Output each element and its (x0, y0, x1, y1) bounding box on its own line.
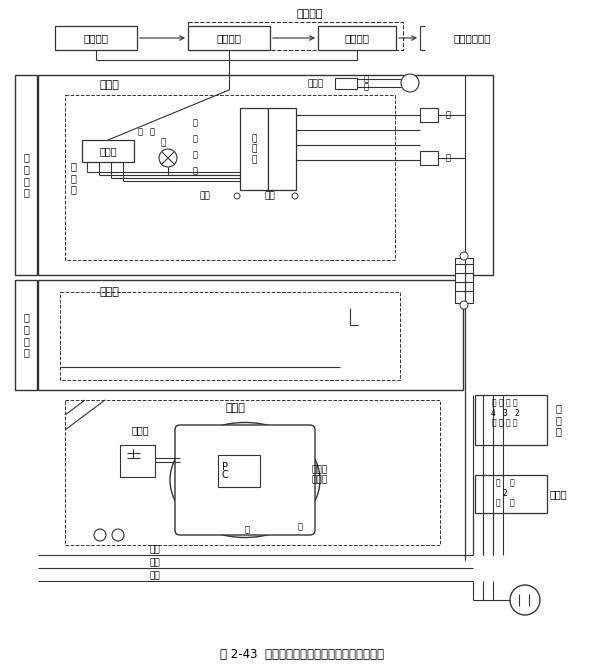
Text: 茶 灰 灰 黑: 茶 灰 灰 黑 (492, 399, 518, 407)
Text: 橙: 橙 (149, 127, 154, 137)
Text: 压缩机开、停: 压缩机开、停 (453, 33, 491, 43)
Bar (65, 95, 395, 260)
Text: 茶: 茶 (192, 151, 197, 159)
Text: 电容器: 电容器 (131, 425, 149, 435)
Text: 过电流
保护器: 过电流 保护器 (312, 465, 328, 484)
Text: 四
孔
插: 四 孔 插 (555, 403, 561, 437)
Bar (268, 108, 296, 190)
Bar (120, 445, 155, 477)
Text: 茶    蓝: 茶 蓝 (495, 478, 514, 488)
Bar (335, 78, 357, 89)
Bar (420, 108, 438, 122)
Bar (475, 395, 547, 445)
Text: 黑: 黑 (192, 135, 197, 143)
Circle shape (460, 252, 468, 260)
Text: 茶    蓝: 茶 蓝 (495, 498, 514, 507)
Text: 温控器: 温控器 (99, 146, 117, 156)
Text: C: C (222, 470, 229, 480)
Circle shape (510, 585, 540, 615)
Bar (420, 151, 438, 165)
Text: 灰: 灰 (298, 523, 302, 531)
Text: 4   3   2: 4 3 2 (491, 409, 519, 417)
Circle shape (234, 193, 240, 199)
Text: P: P (222, 462, 228, 472)
Bar (475, 475, 547, 513)
Bar (65, 400, 440, 545)
Bar (15, 280, 37, 390)
Text: 图 2-43  温度控制器控温过程在电冰箱中心应用: 图 2-43 温度控制器控温过程在电冰箱中心应用 (220, 649, 384, 661)
Text: 电
器
盒: 电 器 盒 (70, 161, 76, 194)
Bar (38, 280, 463, 390)
Text: 红: 红 (192, 119, 197, 127)
Bar (240, 108, 268, 190)
Text: 四
孔
插: 四 孔 插 (251, 134, 257, 164)
Bar (218, 455, 260, 487)
Text: 压缩机: 压缩机 (225, 403, 245, 413)
Text: 感温元件: 感温元件 (217, 33, 241, 43)
Circle shape (94, 529, 106, 541)
Text: 灰: 灰 (364, 74, 368, 84)
Text: 控温器件: 控温器件 (296, 9, 323, 19)
FancyBboxPatch shape (175, 425, 315, 535)
Text: 黄绿: 黄绿 (149, 559, 160, 567)
Bar (318, 26, 396, 50)
Bar (15, 75, 37, 275)
Text: 温度变化: 温度变化 (83, 33, 108, 43)
Circle shape (292, 193, 298, 199)
Circle shape (401, 74, 419, 92)
Text: 冷藏室: 冷藏室 (100, 80, 120, 90)
Text: 二孔插: 二孔插 (549, 489, 567, 499)
Text: 黄绿: 黄绿 (264, 192, 275, 200)
Circle shape (112, 529, 124, 541)
Bar (60, 292, 400, 380)
Text: 门开关: 门开关 (308, 80, 324, 88)
Bar (455, 258, 473, 303)
Circle shape (159, 149, 177, 167)
Text: 灰: 灰 (445, 111, 451, 119)
Text: 红: 红 (192, 167, 197, 176)
Text: 茶 灰 蓝 黑: 茶 灰 蓝 黑 (492, 419, 518, 427)
Bar (55, 26, 137, 50)
Text: 黄绿: 黄绿 (149, 572, 160, 580)
Circle shape (460, 301, 468, 309)
Text: 黄: 黄 (137, 127, 143, 137)
Text: 黄绿: 黄绿 (149, 545, 160, 555)
Bar (188, 22, 403, 50)
Text: 黑: 黑 (244, 525, 249, 535)
Text: 黄绿: 黄绿 (200, 192, 211, 200)
Ellipse shape (170, 423, 320, 537)
Text: 冷冻室: 冷冻室 (100, 287, 120, 297)
Text: 黑: 黑 (445, 153, 451, 163)
Text: 冷
藏
室
门: 冷 藏 室 门 (23, 153, 29, 198)
Text: 开关触点: 开关触点 (344, 33, 370, 43)
Bar (38, 75, 493, 275)
Text: 冷
冻
室
门: 冷 冻 室 门 (23, 313, 29, 357)
Bar (188, 26, 270, 50)
Text: 黄: 黄 (364, 82, 368, 92)
Text: 灯: 灯 (160, 139, 166, 147)
Bar (82, 140, 134, 162)
Text: 2: 2 (503, 488, 508, 498)
